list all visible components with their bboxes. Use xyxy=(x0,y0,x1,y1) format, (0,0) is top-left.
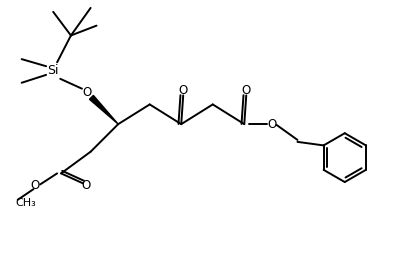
Text: O: O xyxy=(82,86,91,99)
Text: Si: Si xyxy=(47,64,59,77)
Text: O: O xyxy=(81,179,91,192)
Polygon shape xyxy=(89,95,118,124)
Text: O: O xyxy=(267,118,277,131)
Text: O: O xyxy=(31,179,40,192)
Text: O: O xyxy=(242,84,251,97)
Text: O: O xyxy=(178,84,188,97)
Text: CH₃: CH₃ xyxy=(16,198,37,208)
